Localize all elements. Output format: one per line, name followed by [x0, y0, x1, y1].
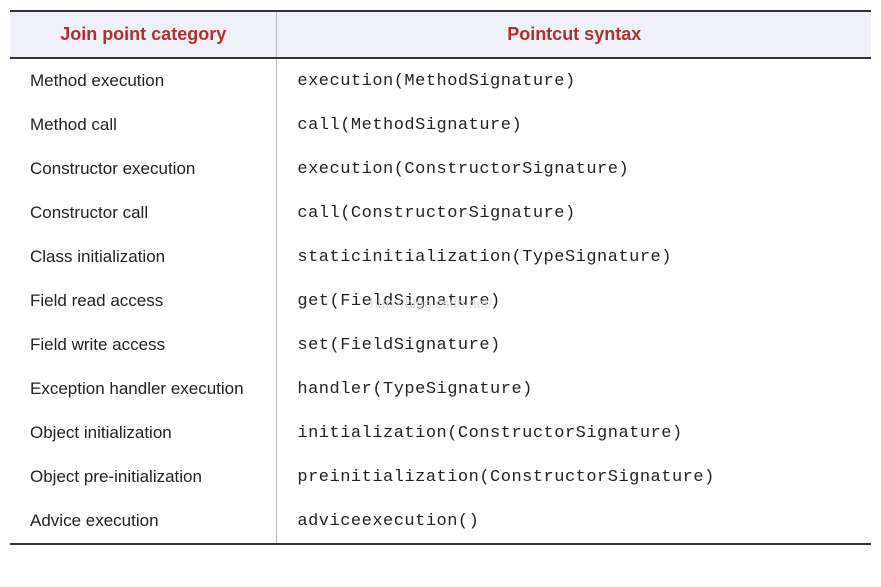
cell-syntax: adviceexecution() [277, 499, 871, 544]
cell-category: Constructor call [10, 191, 277, 235]
cell-category: Advice execution [10, 499, 277, 544]
cell-category: Method execution [10, 58, 277, 103]
cell-syntax: execution(ConstructorSignature) [277, 147, 871, 191]
cell-syntax: preinitialization(ConstructorSignature) [277, 455, 871, 499]
table-row: Class initialization staticinitializatio… [10, 235, 871, 279]
cell-category: Field write access [10, 323, 277, 367]
header-syntax: Pointcut syntax [277, 11, 871, 58]
cell-syntax: call(ConstructorSignature) [277, 191, 871, 235]
cell-category: Object initialization [10, 411, 277, 455]
cell-syntax: handler(TypeSignature) [277, 367, 871, 411]
cell-syntax: initialization(ConstructorSignature) [277, 411, 871, 455]
cell-category: Class initialization [10, 235, 277, 279]
cell-category: Object pre-initialization [10, 455, 277, 499]
table-row: Constructor execution execution(Construc… [10, 147, 871, 191]
header-category: Join point category [10, 11, 277, 58]
table-header-row: Join point category Pointcut syntax [10, 11, 871, 58]
table-row: Field read access get(FieldSignature) [10, 279, 871, 323]
cell-syntax: execution(MethodSignature) [277, 58, 871, 103]
table-row: Object pre-initialization preinitializat… [10, 455, 871, 499]
table-row: Field write access set(FieldSignature) [10, 323, 871, 367]
pointcut-table: Join point category Pointcut syntax Meth… [10, 10, 871, 545]
cell-syntax: call(MethodSignature) [277, 103, 871, 147]
table-row: Method execution execution(MethodSignatu… [10, 58, 871, 103]
cell-syntax: get(FieldSignature) [277, 279, 871, 323]
table-row: Object initialization initialization(Con… [10, 411, 871, 455]
table-row: Exception handler execution handler(Type… [10, 367, 871, 411]
cell-category: Field read access [10, 279, 277, 323]
cell-syntax: staticinitialization(TypeSignature) [277, 235, 871, 279]
cell-category: Method call [10, 103, 277, 147]
cell-syntax: set(FieldSignature) [277, 323, 871, 367]
table-row: Method call call(MethodSignature) [10, 103, 871, 147]
table-row: Constructor call call(ConstructorSignatu… [10, 191, 871, 235]
cell-category: Exception handler execution [10, 367, 277, 411]
table-row: Advice execution adviceexecution() [10, 499, 871, 544]
cell-category: Constructor execution [10, 147, 277, 191]
